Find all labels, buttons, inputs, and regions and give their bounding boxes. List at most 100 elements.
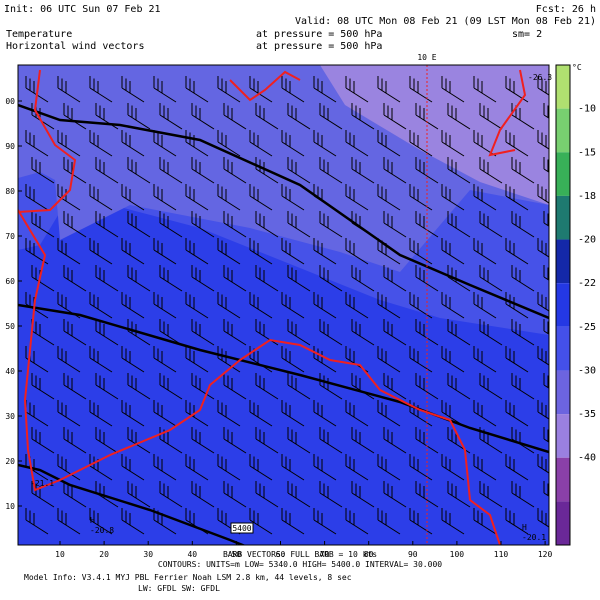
wind-barb — [95, 319, 119, 346]
wind-barb — [95, 265, 119, 292]
wind-barb — [511, 103, 535, 130]
wind-barb — [95, 427, 119, 454]
wind-barb — [127, 319, 151, 346]
wind-barb — [121, 508, 145, 535]
x-tick-label: 60 — [276, 550, 286, 559]
wind-barb — [537, 292, 549, 312]
wind-barb — [537, 400, 549, 420]
wind-barb — [249, 238, 273, 265]
colorbar-label: -25 — [578, 322, 596, 333]
wind-barb — [255, 157, 279, 184]
wind-barb — [473, 76, 497, 103]
wind-barb — [383, 103, 407, 130]
x-tick-label: 70 — [320, 550, 330, 559]
wind-barb — [281, 346, 305, 373]
model-info: Model Info: V3.4.1 MYJ PBL Ferrier Noah … — [24, 573, 352, 582]
colorbar-segment — [556, 239, 570, 284]
wind-barb — [185, 454, 209, 481]
wind-barb — [447, 373, 471, 400]
wind-barb — [345, 508, 369, 535]
wind-barb — [249, 508, 273, 535]
wind-barb — [287, 481, 311, 508]
wind-barb — [537, 508, 549, 528]
wind-barb — [57, 130, 81, 157]
wind-barb — [223, 265, 247, 292]
wind-barb — [89, 346, 113, 373]
forecast-hour: Fcst: 26 h — [536, 4, 596, 15]
map-axes: 10 20 30 40 50 60 70 80 90 100 110 120 00 90 80 70 60 50 4… — [5, 97, 552, 559]
wind-barb — [441, 184, 465, 211]
wind-barb — [191, 427, 215, 454]
wind-barb — [89, 76, 113, 103]
x-tick-label: 80 — [364, 550, 374, 559]
wind-barb — [249, 400, 273, 427]
wind-barb — [255, 211, 279, 238]
wind-barb — [121, 292, 145, 319]
wind-barb — [281, 508, 305, 535]
radiation-info: LW: GFDL SW: GFDL — [138, 584, 220, 593]
x-tick-label: 100 — [450, 550, 465, 559]
wind-barb — [153, 292, 177, 319]
wind-barb — [95, 157, 119, 184]
extreme-label: -20.8 — [90, 526, 114, 535]
wind-barb — [383, 319, 407, 346]
colorbar-unit: °C — [572, 63, 582, 72]
wind-barb — [313, 292, 337, 319]
extreme-label: -20.1 — [522, 533, 546, 542]
wind-barb — [31, 211, 55, 238]
high-marker: H — [90, 516, 95, 525]
wind-barb — [415, 265, 439, 292]
wind-barb — [25, 346, 49, 373]
colorbar-segment — [556, 152, 570, 196]
wind-barb — [153, 184, 177, 211]
wind-barb — [25, 454, 49, 481]
wind-barb — [121, 76, 145, 103]
wind-barb — [127, 427, 151, 454]
wind-barb — [281, 130, 305, 157]
y-tick-label: 60 — [5, 277, 15, 286]
x-tick-label: 20 — [99, 550, 109, 559]
y-tick-label: 30 — [5, 412, 15, 421]
barb-info: BARB VECTORS: FULL BARB = 10 kts — [223, 550, 377, 559]
field-level: at pressure = 500 hPa — [256, 41, 382, 52]
wind-barb — [287, 373, 311, 400]
wind-barb — [479, 373, 503, 400]
y-tick-label: 50 — [5, 322, 15, 331]
x-tick-label: 110 — [494, 550, 509, 559]
wind-barb — [249, 292, 273, 319]
wind-barb — [57, 76, 81, 103]
wind-barb — [313, 454, 337, 481]
wind-barb — [543, 157, 549, 173]
wind-barb — [63, 103, 87, 130]
wind-barb — [537, 130, 549, 150]
wind-barb — [383, 481, 407, 508]
wind-barb — [319, 373, 343, 400]
wind-barb — [345, 238, 369, 265]
init-time: Init: 06 UTC Sun 07 Feb 21 — [4, 4, 161, 15]
wind-barb — [121, 238, 145, 265]
wind-barb — [543, 319, 549, 335]
wind-barb — [25, 508, 49, 535]
wind-barb — [479, 103, 503, 130]
colorbar-frame — [555, 64, 571, 546]
wind-barb — [409, 238, 433, 265]
map-panel: 10 E -26.3 -21.1 H -20.8 H -20.1 5400 10… — [5, 53, 552, 559]
wind-barb — [185, 184, 209, 211]
wind-barb — [89, 508, 113, 535]
wind-barb — [127, 373, 151, 400]
wind-barb — [377, 130, 401, 157]
wind-barb — [473, 130, 497, 157]
wind-barb — [441, 346, 465, 373]
wind-barb — [63, 157, 87, 184]
smoothing: sm= 2 — [512, 29, 542, 40]
wind-barb — [89, 238, 113, 265]
wind-barb — [351, 103, 375, 130]
wind-barb — [95, 103, 119, 130]
wind-barb — [511, 157, 535, 184]
wind-barb — [409, 346, 433, 373]
wind-barb — [473, 346, 497, 373]
wind-barb — [345, 400, 369, 427]
wind-barb — [537, 346, 549, 366]
wind-barb — [185, 76, 209, 103]
